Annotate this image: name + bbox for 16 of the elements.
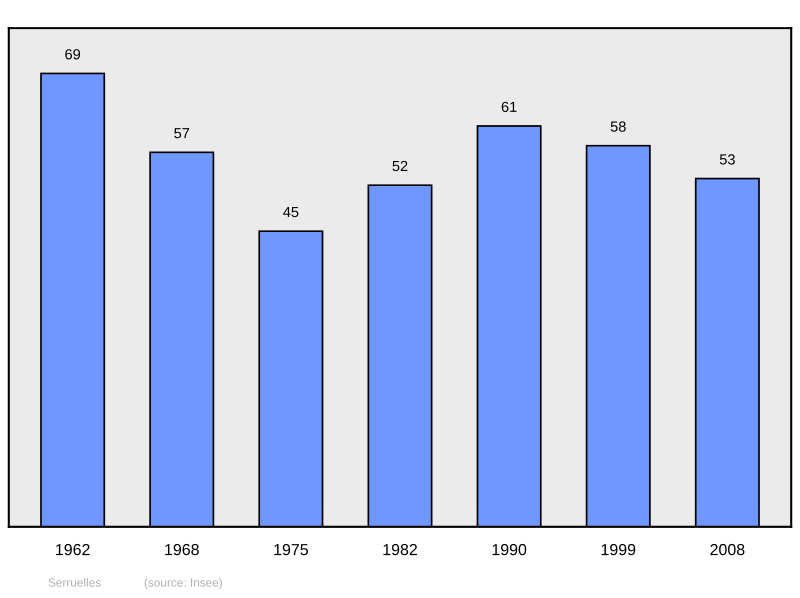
data-label: 61 bbox=[502, 102, 517, 112]
data-label: 58 bbox=[610, 121, 626, 132]
data-label: 52 bbox=[392, 160, 408, 172]
x-tick-label: 1990 bbox=[492, 544, 526, 556]
data-label: 53 bbox=[720, 154, 735, 165]
text: (source: Insee) bbox=[144, 578, 222, 590]
data-label: 57 bbox=[174, 128, 190, 138]
x-tick-label: 1975 bbox=[274, 544, 308, 556]
x-tick-label: 1962 bbox=[56, 544, 90, 556]
x-tick-label: 2008 bbox=[710, 544, 744, 556]
x-tick-label: 1968 bbox=[165, 544, 199, 556]
x-tick-label: 1982 bbox=[383, 544, 417, 556]
x-tick-label: 1999 bbox=[602, 544, 636, 556]
data-label: 69 bbox=[65, 49, 80, 60]
data-label: 45 bbox=[283, 206, 298, 218]
text: Serruelles bbox=[48, 578, 101, 587]
